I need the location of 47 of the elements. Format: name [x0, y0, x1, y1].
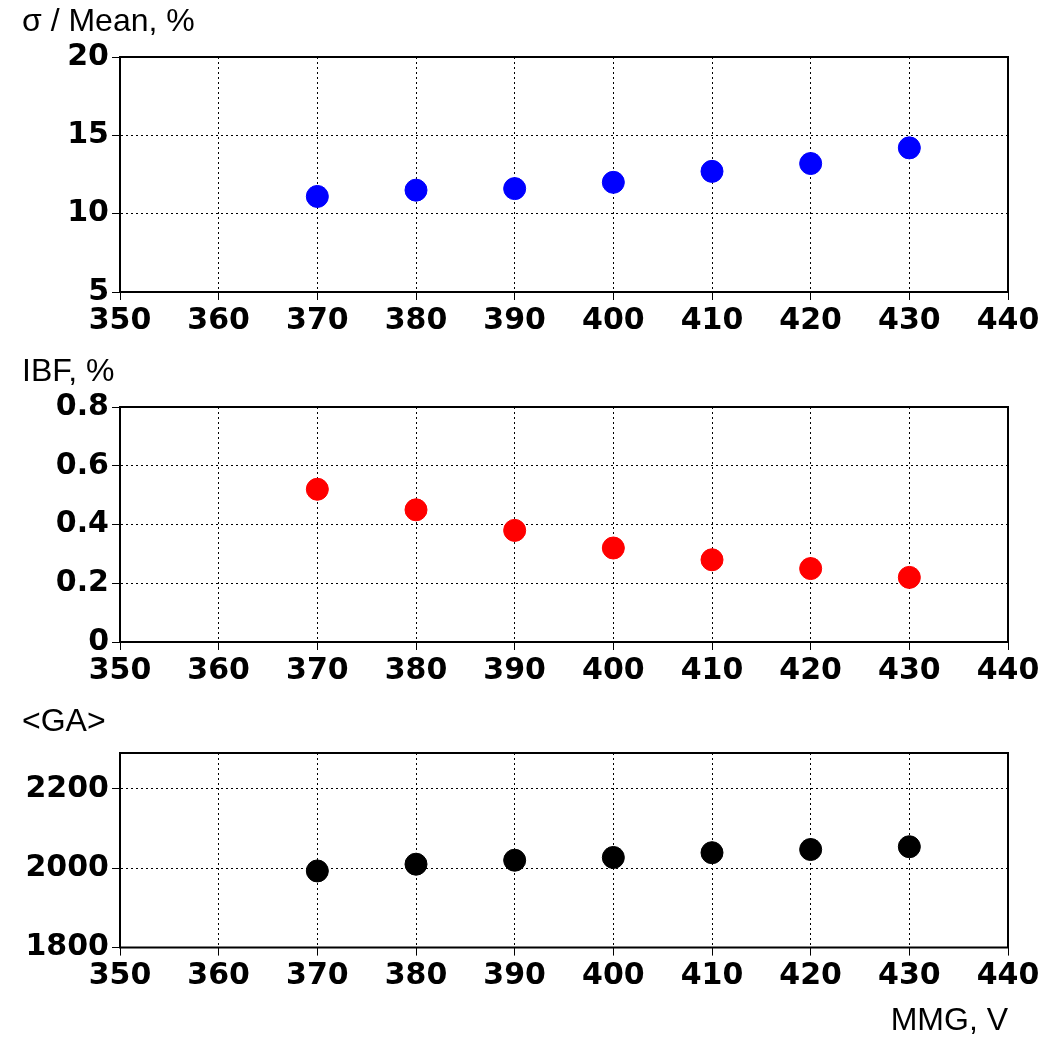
x-tick-label: 360 [187, 300, 250, 336]
x-tick-label: 380 [384, 956, 448, 992]
x-tick-label: 360 [187, 650, 250, 686]
x-tick-label: 410 [680, 650, 744, 686]
x-tick-label: 370 [286, 650, 349, 686]
y-tick-label: 0.2 [55, 563, 109, 599]
y-tick-label: 20 [67, 36, 109, 72]
x-tick-label: 440 [976, 650, 1040, 686]
x-tick-label: 420 [779, 300, 842, 336]
point [601, 536, 625, 560]
x-tick-label: 440 [976, 956, 1040, 992]
x-tick-label: 370 [286, 300, 349, 336]
point [897, 565, 921, 589]
x-tick-label: 410 [680, 300, 744, 336]
x-tick-label: 420 [779, 956, 842, 992]
y-tick-label: 2200 [25, 768, 109, 804]
x-tick-label: 380 [384, 300, 448, 336]
x-tick-label: 390 [483, 300, 546, 336]
point [305, 477, 329, 501]
point [799, 557, 823, 581]
x-tick-label: 400 [582, 300, 645, 336]
x-tick-label: 370 [286, 956, 349, 992]
x-tick-label: 360 [187, 956, 250, 992]
y-tick-label: 2000 [25, 847, 109, 883]
x-tick-label: 390 [483, 650, 546, 686]
x-tick-label: 380 [384, 650, 448, 686]
x-tick-label: 400 [582, 956, 645, 992]
x-tick-label: 430 [878, 956, 941, 992]
y-axis-title: σ / Mean, % [22, 2, 195, 39]
y-axis-title: <GA> [22, 702, 106, 739]
x-tick-label: 440 [976, 300, 1040, 336]
x-tick-label: 420 [779, 650, 842, 686]
y-tick-label: 10 [67, 193, 109, 229]
x-tick-label: 430 [878, 300, 941, 336]
point [700, 548, 724, 572]
x-tick-label: 400 [582, 650, 645, 686]
x-tick-label: 390 [483, 956, 546, 992]
y-tick-label: 15 [67, 115, 109, 151]
x-tick-label: 430 [878, 650, 941, 686]
point [503, 518, 527, 542]
y-tick-label: 0.4 [55, 504, 109, 540]
y-tick-label: 0.8 [55, 386, 109, 422]
y-tick-label: 0.6 [55, 445, 109, 481]
x-tick-label: 410 [680, 956, 744, 992]
point [404, 498, 428, 522]
x-axis-title: MMG, V [890, 1000, 1009, 1037]
y-axis-title: IBF, % [22, 352, 115, 389]
